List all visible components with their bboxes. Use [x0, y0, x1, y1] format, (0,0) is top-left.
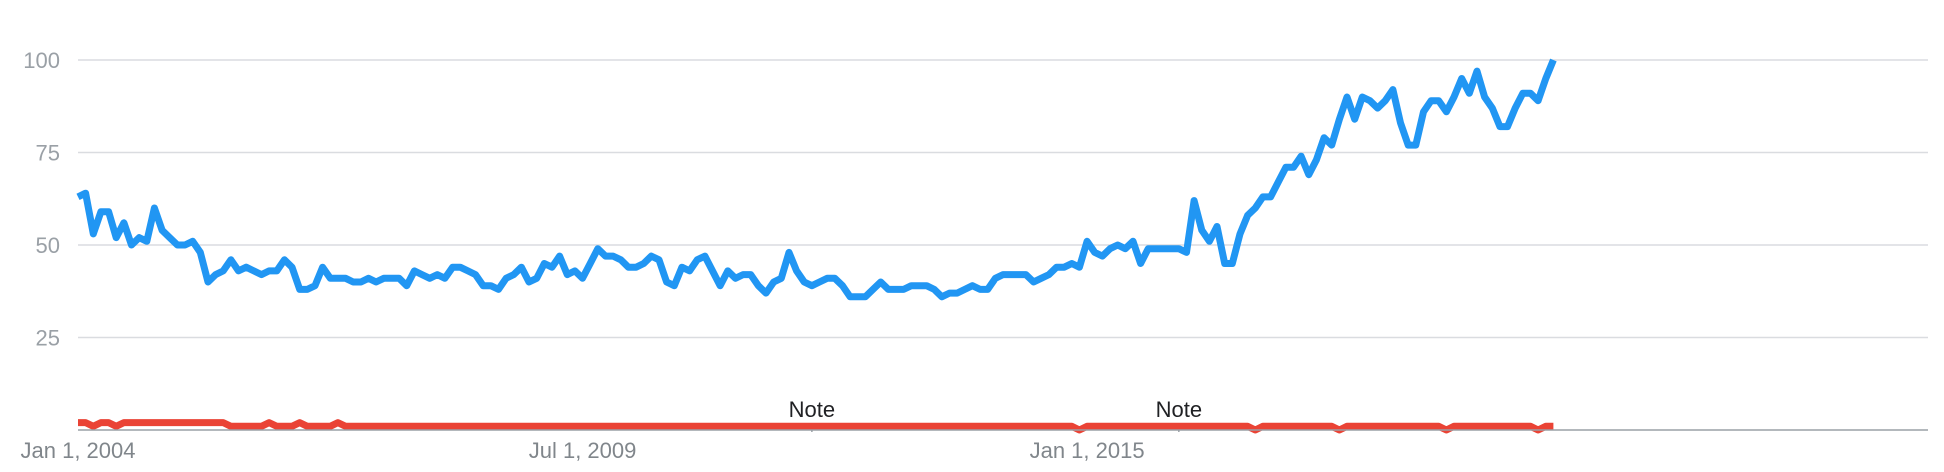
x-tick-label: Jul 1, 2009 [529, 438, 637, 463]
note-annotation[interactable]: Note [1156, 397, 1202, 422]
series-line-0 [76, 58, 1557, 301]
grid-layer [78, 59, 1928, 339]
series-line-1 [78, 419, 1554, 434]
x-tick-label: Jan 1, 2015 [1030, 438, 1145, 463]
series-layer [76, 58, 1928, 434]
y-tick-label: 75 [36, 141, 60, 166]
x-tick-label: Jan 1, 2004 [21, 438, 136, 463]
x-tick-labels: Jan 1, 2004 Jul 1, 2009 Jan 1, 2015 [21, 438, 1145, 463]
y-tick-label: 25 [36, 326, 60, 351]
y-tick-labels: 25 50 75 100 [23, 48, 60, 351]
y-tick-label: 100 [23, 48, 60, 73]
y-tick-label: 50 [36, 233, 60, 258]
note-annotation[interactable]: Note [789, 397, 835, 422]
